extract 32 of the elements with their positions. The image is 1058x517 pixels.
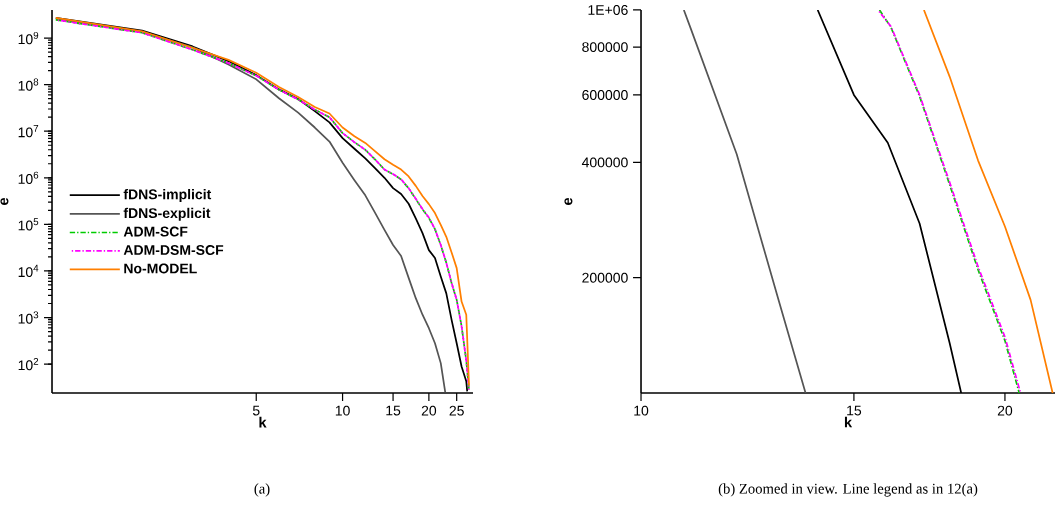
x-tick-label: 15 bbox=[847, 405, 862, 416]
x-axis-title: k bbox=[844, 416, 853, 428]
y-axis-title: e bbox=[564, 197, 573, 205]
legend-label: No-MODEL bbox=[124, 263, 197, 274]
text: (a) bbox=[254, 483, 270, 497]
y-tick-label: 600000 bbox=[582, 89, 628, 100]
legend-label: fDNS-implicit bbox=[123, 188, 212, 203]
y-tick-label: 10$^{6}$ bbox=[18, 171, 39, 184]
legend-label: ADM-SCF bbox=[123, 226, 188, 237]
legend-label: ADM-DSM-SCF bbox=[123, 245, 224, 255]
x-tick-label: 25 bbox=[449, 405, 464, 416]
y-tick-label: 10$^{8}$ bbox=[18, 78, 39, 91]
y-tick-label: 200000 bbox=[582, 272, 628, 283]
x-tick-label: 5 bbox=[252, 405, 260, 416]
x-tick-label: 10 bbox=[335, 405, 350, 416]
x-tick-label: 10 bbox=[634, 405, 649, 416]
y-tick-label: 10$^{9}$ bbox=[18, 31, 39, 45]
y-tick-label: 10$^{2}$ bbox=[18, 357, 39, 371]
legend-label: fDNS-explicit bbox=[123, 207, 211, 221]
x-axis-title: k bbox=[259, 416, 267, 428]
y-tick-label: 10$^{7}$ bbox=[18, 125, 39, 138]
y-tick-label: 10$^{4}$ bbox=[18, 264, 39, 278]
y-tick-label: 1E+06 bbox=[588, 5, 628, 15]
x-tick-label: 15 bbox=[386, 405, 401, 416]
y-tick-label: 10$^{3}$ bbox=[18, 311, 39, 324]
x-tick-label: 20 bbox=[421, 405, 437, 416]
x-tick-label: 20 bbox=[997, 405, 1013, 416]
y-axis-title: e bbox=[0, 197, 9, 205]
text: (b) Zoomed in view. Line legend as in 12(a) bbox=[718, 483, 978, 497]
y-tick-label: 10$^{5}$ bbox=[18, 218, 39, 231]
y-tick-label: 800000 bbox=[582, 42, 628, 53]
y-tick-label: 400000 bbox=[581, 157, 628, 168]
